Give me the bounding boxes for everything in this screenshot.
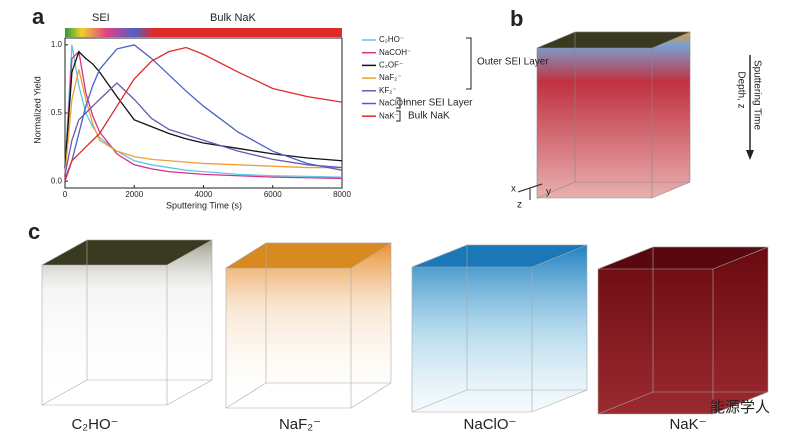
series-line xyxy=(64,69,342,175)
y-tick-label: 0.5 xyxy=(51,108,63,117)
panel-label: a xyxy=(32,4,45,29)
cube-edge xyxy=(536,32,690,199)
x-tick-label: 8000 xyxy=(333,190,351,199)
legend-label: NaF₂⁻ xyxy=(379,73,401,82)
legend-group: Inner SEI Layer xyxy=(403,98,473,109)
cube-edge xyxy=(225,243,391,409)
cube-label: C₂HO⁻ xyxy=(71,416,118,433)
cube-side xyxy=(411,244,588,413)
series-line xyxy=(64,50,343,168)
cube-label: NaK⁻ xyxy=(669,416,706,433)
cube-edge xyxy=(411,245,587,413)
y-tick-label: 0.0 xyxy=(51,176,63,185)
legend-label: NaK⁻ xyxy=(379,111,399,120)
cube-top xyxy=(224,242,393,269)
depth-label: Depth, z xyxy=(735,71,746,108)
legend-label: C₂OF⁻ xyxy=(379,61,403,70)
legend-label: C₂HO⁻ xyxy=(379,35,404,44)
cube-edge xyxy=(41,240,212,406)
x-axis-label: Sputtering Time (s) xyxy=(166,200,242,210)
arrow-head xyxy=(746,150,754,160)
axis-name: z xyxy=(517,200,522,211)
cube-top xyxy=(40,239,214,266)
x-tick-label: 4000 xyxy=(195,190,213,199)
bar-label: Bulk NaK xyxy=(210,12,257,24)
legend-label: NaCOH⁻ xyxy=(379,48,411,57)
legend-group: Bulk NaK xyxy=(408,111,450,122)
cube-side xyxy=(597,246,769,415)
cube-label: NaClO⁻ xyxy=(464,416,517,433)
series-line xyxy=(64,50,343,180)
y-axis-label: Normalized Yield xyxy=(32,76,42,144)
x-tick-label: 6000 xyxy=(264,190,282,199)
x-tick-label: 2000 xyxy=(125,190,143,199)
cube-edge xyxy=(597,247,768,415)
bar-label: SEI xyxy=(92,12,110,24)
legend-bracket xyxy=(396,37,472,122)
cube-top xyxy=(597,246,769,270)
legend-label: NaClO⁻ xyxy=(379,99,407,108)
panel-label: b xyxy=(510,6,523,31)
legend-group: Outer SEI Layer xyxy=(477,57,549,68)
axis-name: x xyxy=(511,184,516,195)
decor xyxy=(40,31,769,415)
cube-top xyxy=(411,244,588,268)
axes-glyph xyxy=(517,183,543,200)
arrow-label: Sputtering Time xyxy=(751,60,762,130)
panel-label: c xyxy=(28,219,40,244)
series-line xyxy=(64,44,343,179)
axis-name: y xyxy=(546,187,551,198)
series-line xyxy=(64,46,343,182)
cube-label: NaF₂⁻ xyxy=(279,416,321,433)
watermark: 能源学人 xyxy=(710,399,770,416)
cube-side xyxy=(536,31,691,199)
series-line xyxy=(64,44,343,178)
legend-label: KF₂⁻ xyxy=(379,86,397,95)
y-tick-label: 1.0 xyxy=(51,40,63,49)
time-bar xyxy=(65,28,342,37)
series-line xyxy=(64,82,343,175)
x-tick-label: 0 xyxy=(63,190,68,199)
